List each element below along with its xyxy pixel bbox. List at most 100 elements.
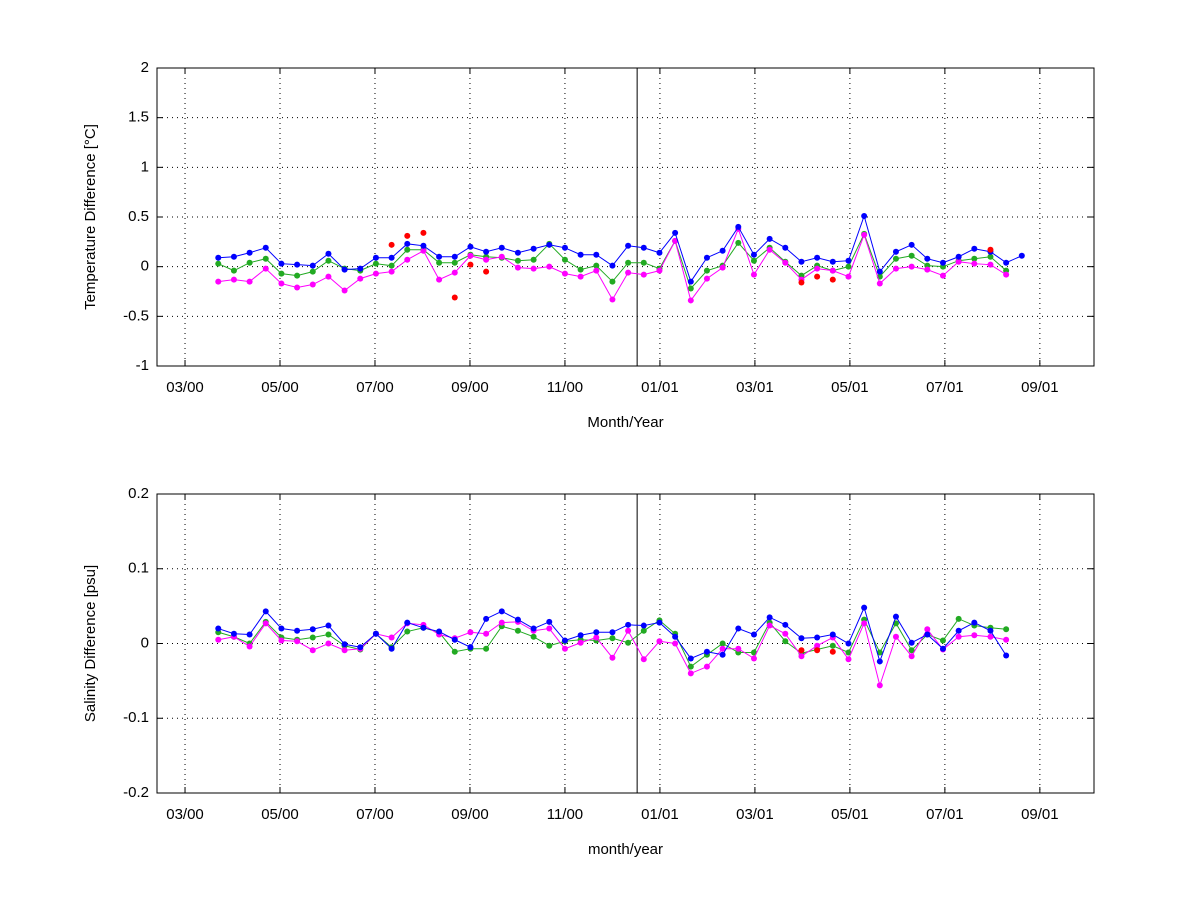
data-point: [892, 248, 899, 255]
x-tick-label: 09/00: [451, 379, 489, 396]
data-point: [829, 648, 836, 655]
data-point: [672, 633, 679, 640]
data-point: [609, 278, 616, 285]
data-point: [246, 259, 253, 266]
data-point: [309, 626, 316, 633]
data-point: [372, 270, 379, 277]
data-point: [388, 268, 395, 275]
data-point: [530, 245, 537, 252]
data-point: [814, 647, 821, 654]
data-point: [955, 627, 962, 634]
data-point: [829, 276, 836, 283]
data-point: [687, 655, 694, 662]
data-point: [703, 275, 710, 282]
data-point: [735, 239, 742, 246]
data-point: [798, 647, 805, 654]
data-point: [483, 248, 490, 255]
data-point: [971, 260, 978, 267]
data-point: [498, 244, 505, 251]
data-point: [845, 656, 852, 663]
data-point: [829, 631, 836, 638]
data-point: [467, 252, 474, 259]
data-point: [514, 264, 521, 271]
data-point: [687, 663, 694, 670]
x-axis-label: month/year: [588, 841, 663, 858]
data-point: [577, 632, 584, 639]
data-point: [672, 237, 679, 244]
data-point: [309, 647, 316, 654]
data-point: [577, 273, 584, 280]
data-point: [955, 633, 962, 640]
data-point: [577, 251, 584, 258]
data-point: [656, 638, 663, 645]
data-point: [656, 619, 663, 626]
data-point: [325, 631, 332, 638]
data-point: [625, 259, 632, 266]
x-tick-label: 03/01: [736, 379, 774, 396]
data-point: [814, 265, 821, 272]
data-point: [845, 273, 852, 280]
y-tick-label: 0.2: [128, 485, 149, 502]
x-tick-label: 05/01: [831, 806, 869, 823]
data-point: [404, 628, 411, 635]
x-tick-label: 07/01: [926, 806, 964, 823]
data-point: [483, 645, 490, 652]
data-point: [876, 658, 883, 665]
data-point: [420, 624, 427, 631]
data-point: [372, 260, 379, 267]
data-point: [514, 627, 521, 634]
data-point: [782, 259, 789, 266]
data-point: [735, 625, 742, 632]
data-point: [672, 640, 679, 647]
x-tick-label: 05/00: [261, 806, 299, 823]
data-point: [640, 622, 647, 629]
data-point: [939, 272, 946, 279]
data-point: [625, 627, 632, 634]
data-point: [215, 625, 222, 632]
data-point: [309, 281, 316, 288]
data-point: [687, 285, 694, 292]
data-point: [782, 244, 789, 251]
data-point: [640, 627, 647, 634]
data-point: [451, 269, 458, 276]
data-point: [908, 252, 915, 259]
y-tick-label: -0.5: [123, 307, 149, 324]
x-tick-label: 01/01: [641, 379, 679, 396]
plot-frame: [156, 493, 1095, 794]
data-point: [325, 250, 332, 257]
data-point: [561, 256, 568, 263]
data-point: [514, 257, 521, 264]
y-tick-label: 0: [141, 634, 149, 651]
data-point: [971, 619, 978, 626]
x-tick-label: 07/00: [356, 806, 394, 823]
data-point: [766, 246, 773, 253]
data-point: [577, 639, 584, 646]
data-point: [987, 627, 994, 634]
data-point: [782, 638, 789, 645]
data-point: [814, 273, 821, 280]
data-point: [514, 249, 521, 256]
data-point: [798, 653, 805, 660]
data-point: [530, 265, 537, 272]
data-point: [798, 258, 805, 265]
x-tick-label: 11/00: [547, 806, 583, 823]
x-tick-label: 05/00: [261, 379, 299, 396]
data-point: [467, 243, 474, 250]
data-point: [325, 273, 332, 280]
x-tick-label: 03/00: [166, 379, 204, 396]
data-point: [1003, 652, 1010, 659]
data-point: [215, 278, 222, 285]
data-point: [278, 280, 285, 287]
data-point: [577, 266, 584, 273]
data-point: [908, 241, 915, 248]
data-point: [892, 265, 899, 272]
data-point: [845, 649, 852, 656]
data-point: [750, 649, 757, 656]
data-point: [845, 257, 852, 264]
data-point: [640, 259, 647, 266]
data-point: [876, 649, 883, 656]
data-point: [262, 608, 269, 615]
data-point: [719, 264, 726, 271]
x-tick-label: 11/00: [547, 379, 583, 396]
data-point: [546, 618, 553, 625]
